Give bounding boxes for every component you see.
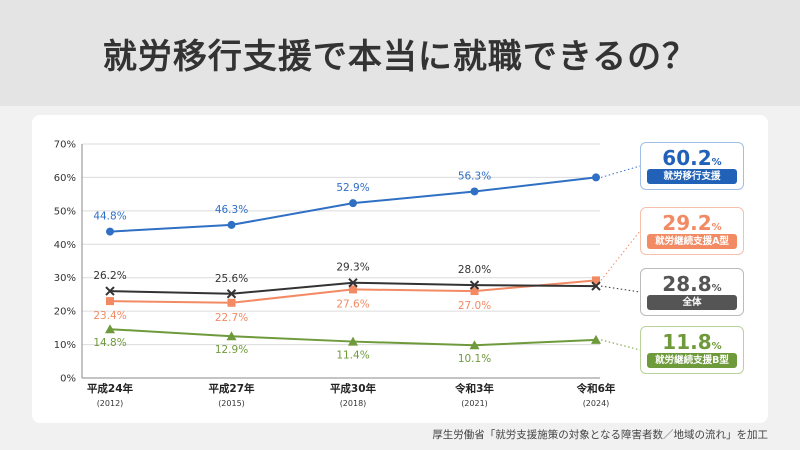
y-tick-label: 0% [60, 374, 76, 385]
data-point [105, 324, 115, 334]
data-label: 22.7% [215, 312, 248, 324]
data-point [349, 285, 357, 294]
callout-label: 就労継続支援A型 [647, 234, 737, 249]
y-tick-label: 70% [54, 140, 76, 151]
title-bar: 就労移行支援で本当に就職できるの？ [0, 0, 800, 106]
data-point [105, 286, 115, 296]
callout-type-b: 11.8% 就労継続支援B型 [640, 326, 744, 374]
callout-connector [600, 339, 641, 351]
x-tick-sublabel: (2015) [218, 399, 245, 408]
callout-overall: 28.8% 全体 [640, 268, 744, 316]
data-point [106, 227, 114, 236]
data-point [470, 287, 479, 296]
data-label: 27.0% [458, 300, 491, 312]
y-tick-label: 40% [54, 240, 76, 251]
x-tick-sublabel: (2021) [461, 399, 488, 408]
data-point [469, 340, 480, 350]
data-label: 28.0% [458, 264, 491, 276]
data-label: 29.3% [336, 262, 369, 274]
callout-label: 全体 [647, 295, 737, 310]
callout-value: 29.2% [662, 211, 722, 235]
source-note: 厚生労働省「就労支援施策の対象となる障害者数／地域の流れ」を加工 [432, 429, 768, 441]
data-label: 52.9% [336, 182, 369, 194]
y-tick-label: 60% [54, 173, 76, 184]
data-point [348, 278, 358, 288]
data-label: 46.3% [215, 204, 248, 216]
data-label: 56.3% [458, 170, 491, 182]
data-point [106, 297, 114, 306]
data-label: 11.4% [336, 350, 369, 362]
callout-value: 60.2% [662, 146, 722, 170]
page-title: 就労移行支援で本当に就職できるの？ [102, 36, 698, 77]
x-tick-sublabel: (2012) [97, 399, 124, 408]
data-point [226, 331, 237, 341]
x-tick-label: 平成27年 [208, 382, 255, 395]
data-point [592, 173, 600, 182]
data-label: 10.1% [458, 353, 491, 365]
data-label: 14.8% [93, 337, 126, 349]
data-label: 23.4% [93, 310, 126, 322]
x-tick-label: 令和3年 [454, 382, 494, 395]
data-point [591, 281, 601, 291]
data-point [227, 298, 236, 307]
data-point [470, 187, 479, 196]
data-label: 44.8% [93, 211, 126, 223]
data-point [349, 199, 357, 208]
callout-connector [600, 285, 641, 293]
x-tick-label: 平成30年 [330, 382, 377, 395]
y-tick-label: 30% [54, 273, 76, 284]
data-point [592, 276, 600, 285]
x-tick-label: 令和6年 [576, 382, 616, 395]
data-label: 27.6% [336, 298, 369, 310]
callout-value: 28.8% [662, 272, 722, 296]
callout-value: 11.8% [662, 330, 722, 354]
data-point [348, 336, 358, 346]
data-point [227, 220, 236, 229]
callout-connector [600, 165, 641, 178]
data-point [469, 280, 480, 290]
callout-label: 就労移行支援 [647, 169, 737, 184]
data-label: 25.6% [215, 273, 248, 285]
data-point [591, 334, 601, 344]
x-tick-label: 平成24年 [87, 382, 134, 395]
callout-connector [600, 230, 641, 281]
data-label: 12.9% [215, 344, 248, 356]
y-tick-label: 20% [54, 307, 76, 318]
callout-type-a: 29.2% 就労継続支援A型 [640, 207, 744, 255]
y-tick-label: 10% [54, 340, 76, 351]
y-tick-label: 50% [54, 206, 76, 217]
data-label: 26.2% [93, 270, 126, 282]
x-tick-sublabel: (2018) [340, 399, 367, 408]
callout-employment-transition: 60.2% 就労移行支援 [640, 142, 744, 190]
callout-label: 就労継続支援B型 [647, 353, 737, 368]
data-point [226, 289, 237, 299]
x-tick-sublabel: (2024) [583, 399, 610, 408]
